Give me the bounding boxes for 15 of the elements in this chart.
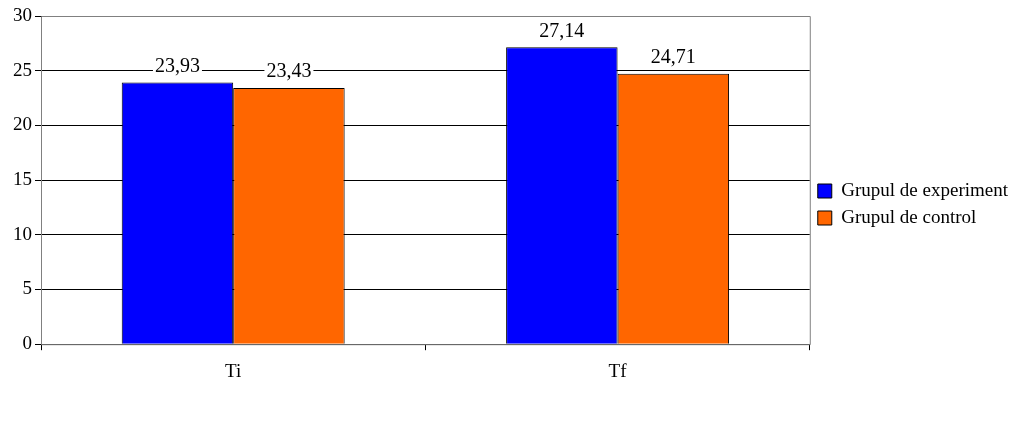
- x-tick-label: Ti: [225, 359, 242, 381]
- y-tick-label: 5: [22, 277, 32, 299]
- y-tick-label: 30: [13, 3, 32, 25]
- data-label: 24,71: [650, 45, 696, 68]
- data-label: 23,43: [266, 59, 312, 82]
- y-tick-label: 10: [13, 222, 32, 244]
- data-label: 27,14: [539, 18, 585, 41]
- y-tick-label: 0: [22, 332, 32, 354]
- y-tick-label: 15: [13, 168, 32, 190]
- legend-label: Grupul de control: [841, 205, 977, 227]
- x-tick-label: Tf: [608, 359, 628, 381]
- legend-label: Grupul de experiment: [841, 178, 1009, 200]
- data-label: 23,93: [154, 53, 200, 76]
- y-tick-label: 25: [13, 58, 32, 80]
- y-tick-label: 20: [13, 113, 32, 135]
